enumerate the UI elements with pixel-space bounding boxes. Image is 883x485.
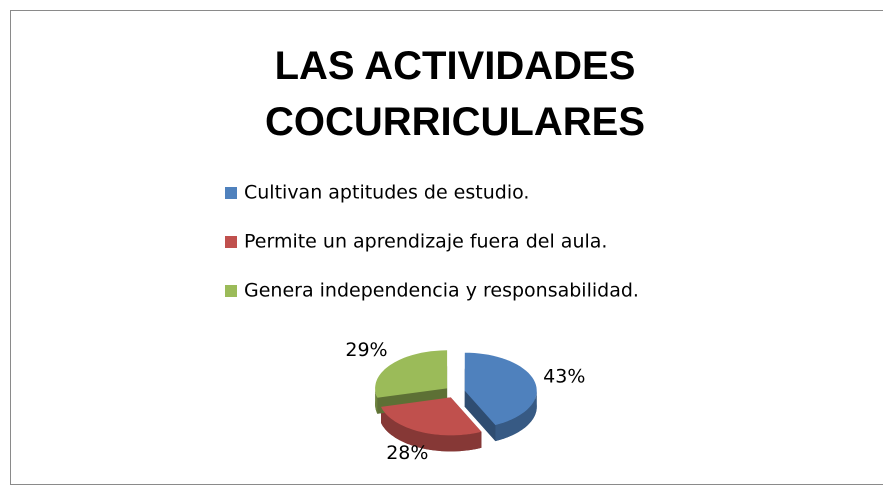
slice-wall — [381, 406, 482, 452]
legend-swatch — [225, 187, 237, 199]
legend-swatch — [225, 285, 237, 297]
slice-cut — [464, 390, 496, 442]
data-label: 28% — [386, 442, 428, 464]
legend-label: Genera independencia y responsabilidad. — [244, 280, 639, 302]
chart-title: LAS ACTIVIDADES COCURRICULARES — [265, 44, 645, 144]
data-label: 43% — [543, 366, 585, 388]
data-label: 29% — [345, 339, 387, 361]
pie-slice — [464, 352, 537, 426]
legend-label: Cultivan aptitudes de estudio. — [244, 182, 529, 204]
slice-wall — [375, 388, 378, 414]
chart: Cultivan aptitudes de estudio. Permite un… — [225, 182, 639, 464]
pie-slice — [381, 397, 482, 436]
pie-slice — [375, 350, 448, 398]
slice-wall — [495, 390, 537, 442]
legend-label: Permite un aprendizaje fuera del aula. — [244, 231, 607, 253]
legend-swatch — [225, 236, 237, 248]
